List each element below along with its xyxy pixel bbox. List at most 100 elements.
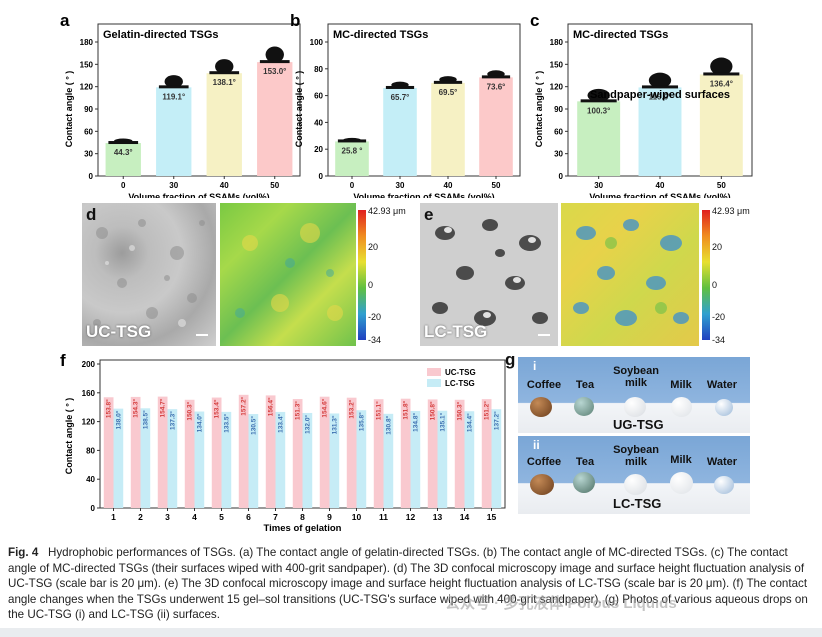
y-tick-label: 150 — [80, 60, 94, 69]
data-label: 154.7° — [159, 398, 167, 417]
data-label: 119.0° — [649, 92, 672, 101]
y-tick-label: 60 — [314, 92, 323, 101]
x-tick-label: 50 — [270, 181, 279, 190]
y-tick-label: 20 — [314, 145, 323, 154]
bar — [292, 399, 303, 508]
data-label: 69.5° — [439, 88, 458, 97]
x-tick-label: 4 — [192, 512, 197, 522]
y-tick-label: 60 — [84, 127, 93, 136]
x-tick-label: 13 — [433, 512, 443, 522]
bottom-rule — [0, 628, 822, 637]
milk-drop — [671, 397, 692, 417]
y-tick-label: 150 — [550, 60, 564, 69]
panel-letter: a — [60, 11, 70, 30]
bar — [454, 399, 465, 508]
photo-row-ii-roman: ii — [533, 438, 540, 452]
tea-drop — [574, 397, 594, 416]
bar — [140, 408, 151, 508]
photo-row-i-title: UG-TSG — [613, 417, 664, 432]
panel-d-sample-label: UC-TSG — [86, 322, 152, 341]
panel-d-colorbar-tick: -34 — [368, 335, 382, 345]
bar — [130, 396, 141, 508]
chart-annotation: Sandpaper-wiped surfaces — [590, 89, 730, 101]
data-label: 154.3° — [132, 399, 140, 418]
data-label: 132.0° — [303, 415, 311, 434]
droplet-shape — [215, 59, 234, 74]
drop-label-milk: Milk — [670, 379, 692, 391]
water-drop — [715, 399, 733, 416]
soybean-milk-drop — [624, 397, 646, 417]
y-tick-label: 120 — [82, 418, 96, 427]
data-label: 133.5° — [222, 413, 230, 432]
droplet-shape — [265, 46, 284, 63]
x-tick-label: 3 — [165, 512, 170, 522]
data-label: 151.1° — [375, 401, 383, 420]
data-label: 151.8° — [402, 400, 410, 419]
droplet-base — [259, 60, 290, 64]
panel-e-colorbar-tick: -34 — [712, 335, 726, 345]
coffee-drop — [530, 397, 552, 417]
bar — [491, 409, 502, 508]
panel-f-chart: f 0 40 80 120 160 200 153.8°138.0° 1 154.3°138.5°… — [60, 351, 506, 534]
y-tick-label: 30 — [84, 150, 93, 159]
droplet-base — [481, 75, 511, 79]
y-tick-label: 120 — [80, 83, 94, 92]
drop-label-coffee: Coffee — [526, 379, 562, 391]
figure-caption: Fig. 4 Hydrophobic performances of TSGs.… — [8, 545, 814, 623]
x-axis-label: Volume fraction of SSAMs (vol%) — [589, 192, 730, 198]
y-axis-label: Contact angle ( ° ) — [64, 398, 74, 475]
watermark: 公众号 · 多孔液体 Porous Liquids — [445, 595, 677, 612]
data-label: 119.1° — [162, 92, 185, 101]
bar — [699, 74, 743, 176]
x-tick-label: 40 — [444, 181, 453, 190]
bar — [427, 399, 438, 508]
bar — [329, 413, 340, 508]
x-tick-label: 40 — [220, 181, 229, 190]
bar — [346, 397, 357, 508]
data-label: 134.4° — [465, 413, 473, 432]
water-drop — [714, 476, 734, 494]
data-label: 153.2° — [348, 399, 356, 418]
x-tick-label: 1 — [111, 512, 116, 522]
data-label: 25.8 ° — [342, 146, 363, 155]
bar — [464, 411, 475, 508]
panel-g-photo-row-ii: ii Coffee Tea Soybean milk Milk Water LC… — [518, 436, 750, 514]
bar — [257, 62, 293, 176]
drop-label-milk: Milk — [670, 454, 692, 466]
x-axis-label: Times of gelation — [264, 523, 342, 534]
panel-g-photo-row-i: i Coffee Tea Soybean milk Milk Water UG-… — [518, 357, 750, 433]
drop-label-tea: Tea — [575, 379, 595, 391]
plot-frame — [97, 23, 301, 177]
x-axis-label: Volume fraction of SSAMs (vol%) — [128, 192, 269, 198]
y-tick-label: 90 — [84, 105, 93, 114]
droplet-base — [337, 139, 367, 143]
y-tick-label: 0 — [319, 172, 324, 181]
milk-drop — [670, 472, 693, 494]
x-tick-label: 12 — [406, 512, 416, 522]
chart-title: MC-directed TSGs — [333, 29, 428, 41]
y-tick-label: 90 — [554, 105, 563, 114]
data-label: 153.8° — [105, 399, 113, 418]
panel-e-letter: e — [424, 205, 434, 224]
data-label: 100.3° — [587, 106, 610, 115]
droplet-base — [433, 80, 463, 84]
bar — [157, 396, 168, 508]
y-tick-label: 120 — [550, 83, 564, 92]
droplet-shape — [164, 75, 183, 88]
bar — [481, 399, 492, 508]
panel-d-colorbar — [358, 210, 366, 340]
data-label: 136.4° — [710, 79, 733, 88]
data-label: 153.0° — [263, 67, 286, 76]
bar — [275, 411, 286, 508]
data-label: 134.8° — [411, 413, 419, 432]
bar — [479, 77, 513, 176]
photo-row-i-roman: i — [533, 359, 537, 373]
droplet-base — [641, 85, 679, 89]
x-tick-label: 30 — [594, 181, 603, 190]
y-tick-label: 80 — [314, 65, 323, 74]
drop-label-tea: Tea — [575, 456, 595, 468]
x-tick-label: 11 — [379, 512, 388, 522]
data-label: 133.4° — [276, 414, 284, 433]
panel-g-letter: g — [505, 350, 516, 369]
bar — [105, 143, 141, 176]
